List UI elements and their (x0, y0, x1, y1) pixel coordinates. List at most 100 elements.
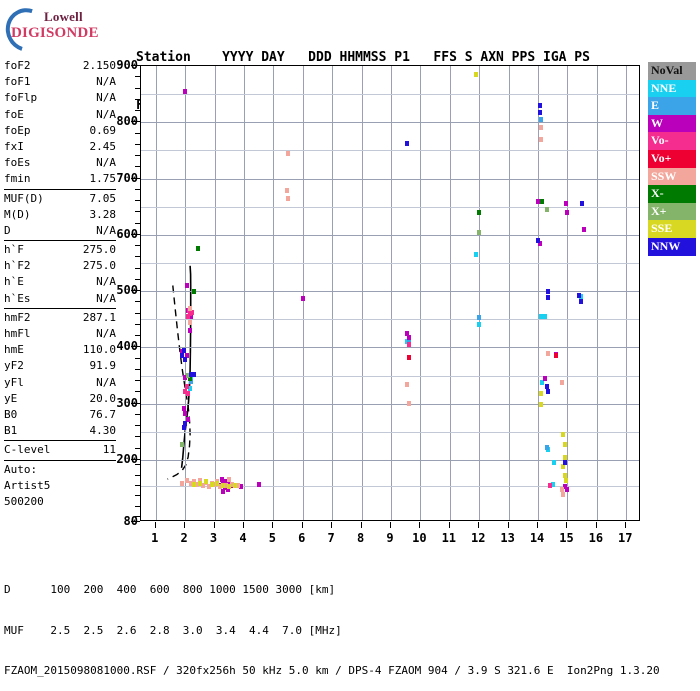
y-axis-tick-minor (135, 278, 140, 280)
echo-point-nnw (577, 293, 582, 299)
echo-point-nne (477, 322, 482, 328)
param-key: h`F2 (4, 259, 31, 273)
echo-point-sse (562, 473, 567, 478)
echo-point-ssw (184, 478, 189, 484)
legend-item-x[interactable]: X+ (648, 202, 696, 221)
param-key: M(D) (4, 207, 31, 221)
grid-line-horizontal-minor (141, 431, 639, 433)
ionogram-plot[interactable] (140, 65, 640, 521)
grid-line-vertical (361, 66, 363, 520)
param-row: yF2 91.9 (4, 358, 116, 374)
echo-point-w (405, 330, 410, 336)
x-axis-tick (507, 522, 509, 528)
x-axis-label: 2 (180, 531, 188, 545)
y-axis-tick-minor (135, 447, 140, 449)
legend-item-vo[interactable]: Vo- (648, 132, 696, 150)
echo-point-x (196, 246, 201, 252)
echo-point-w (565, 487, 570, 493)
param-value: 2.150 (82, 59, 116, 72)
x-axis-tick (331, 522, 333, 528)
grid-line-vertical (243, 66, 245, 520)
legend-item-ssw[interactable]: SSW (648, 167, 696, 186)
legend-item-x[interactable]: X- (648, 185, 696, 203)
echo-point-w (187, 328, 192, 334)
echo-point-vo (183, 388, 188, 394)
param-group-muf: MUF(D) 7.05 M(D) 3.28 D N/A (4, 191, 116, 240)
param-row: foF1 N/A (4, 74, 116, 90)
legend-item-e[interactable]: E (648, 97, 696, 115)
x-axis-tick (478, 522, 480, 528)
echo-point-nne (474, 252, 479, 258)
param-group-frequencies: foF2 2.150 foF1 N/A foFlp N/A foE N/A foEp 0.… (4, 58, 116, 188)
param-value: 275.0 (82, 243, 116, 257)
param-value: N/A (96, 91, 116, 105)
param-group-virtual-heights: h`F 275.0 h`F2 275.0 h`E N/A h`Es N/A (4, 242, 116, 307)
echo-point-w (565, 209, 570, 215)
echo-point-ssw (236, 483, 241, 489)
param-value: 4.30 (89, 424, 117, 438)
grid-line-horizontal (141, 178, 639, 180)
x-axis-label: 15 (559, 531, 574, 545)
echo-point-w (181, 405, 186, 411)
grid-line-horizontal-minor (141, 485, 639, 487)
param-value: N/A (96, 375, 116, 389)
y-axis-tick-minor (135, 132, 140, 134)
param-row: h`Es N/A (4, 291, 116, 307)
x-axis-label: 12 (471, 531, 486, 545)
grid-line-horizontal (141, 347, 639, 349)
auto-scaler-code: 500200 (4, 494, 44, 508)
echo-point-sse (539, 391, 543, 397)
grid-line-horizontal-minor (141, 375, 639, 377)
grid-line-vertical (508, 66, 510, 520)
param-value: N/A (96, 275, 116, 289)
y-axis-tick-minor (135, 368, 140, 370)
param-divider (4, 240, 116, 242)
echo-point-nne (540, 380, 545, 386)
param-value: N/A (96, 291, 116, 305)
direction-color-legend[interactable]: NoVal NNE E W Vo- Vo+ SSW X- X+ SSE NNW (648, 62, 696, 256)
echo-point-nnw (189, 371, 193, 377)
y-axis-label: 800 (116, 114, 138, 129)
param-row: C-level 11 (4, 442, 116, 458)
y-axis-tick-minor (135, 464, 140, 466)
grid-line-horizontal-minor (141, 150, 639, 152)
y-axis-tick-minor (135, 256, 140, 258)
echo-point-ssw (212, 482, 217, 488)
param-value: 287.1 (82, 310, 116, 324)
param-value: N/A (96, 156, 116, 170)
y-axis-tick-major (131, 290, 140, 292)
legend-item-vo[interactable]: Vo+ (648, 149, 696, 168)
legend-item-nne[interactable]: NNE (648, 79, 696, 98)
legend-item-noval[interactable]: NoVal (648, 62, 696, 80)
param-row: h`F2 275.0 (4, 258, 116, 274)
y-axis-tick-major (131, 459, 140, 460)
y-axis-tick-minor (135, 413, 140, 415)
param-key: yE (4, 391, 18, 405)
y-axis-tick-major (131, 65, 140, 66)
echo-point-w (300, 295, 305, 301)
grid-line-vertical (332, 66, 334, 520)
echo-point-nne (543, 313, 548, 319)
grid-line-vertical (391, 66, 392, 520)
y-axis-tick-minor (135, 166, 140, 168)
echo-point-sse (561, 463, 566, 469)
y-axis-tick-minor (135, 301, 140, 303)
grid-line-horizontal (141, 234, 639, 236)
param-group-clevel: C-level 11 (4, 442, 116, 458)
param-key: foEp (4, 123, 31, 137)
x-axis-label: 16 (588, 531, 604, 545)
echo-point-ssw (187, 305, 192, 311)
legend-item-w[interactable]: W (648, 114, 696, 133)
grid-line-vertical (626, 66, 628, 520)
echo-point-nnw (537, 102, 542, 108)
echo-point-ssw (539, 136, 543, 142)
param-row: M(D) 3.28 (4, 207, 116, 223)
echo-point-ssw (194, 482, 199, 488)
y-axis-tick-minor (135, 505, 140, 507)
legend-item-sse[interactable]: SSE (648, 220, 696, 238)
x-axis-label: 5 (268, 531, 276, 545)
legend-item-nnw[interactable]: NNW (648, 237, 696, 256)
param-value: 20.0 (89, 391, 117, 405)
grid-line-vertical (567, 66, 569, 520)
echo-point-w (536, 198, 541, 204)
